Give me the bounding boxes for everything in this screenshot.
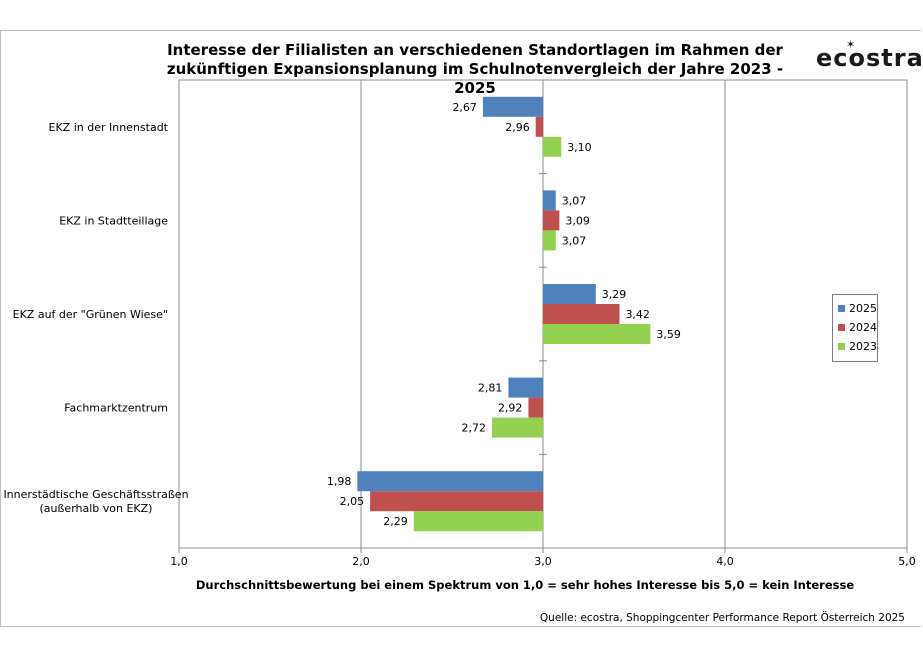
bar-2023 bbox=[543, 230, 556, 251]
bar-2024 bbox=[528, 397, 543, 418]
bar-2023 bbox=[492, 417, 543, 438]
data-label: 2,81 bbox=[478, 382, 503, 395]
bar-2023 bbox=[413, 511, 543, 532]
legend-item-2025: 2025 bbox=[833, 299, 877, 318]
bar-2025 bbox=[482, 96, 543, 117]
legend-label: 2024 bbox=[849, 321, 877, 334]
chart-frame bbox=[0, 30, 921, 627]
data-label: 2,96 bbox=[505, 121, 530, 134]
data-label: 2,67 bbox=[452, 101, 477, 114]
bar-2024 bbox=[543, 304, 620, 324]
bar-2024 bbox=[535, 116, 543, 137]
data-label: 2,92 bbox=[498, 402, 523, 415]
logo-star-icon: ✶ bbox=[846, 39, 856, 51]
data-label: 3,42 bbox=[625, 308, 650, 321]
data-label: 2,29 bbox=[383, 515, 408, 528]
bar-2024 bbox=[370, 491, 543, 512]
bar-2025 bbox=[543, 190, 556, 211]
bar-2025 bbox=[357, 471, 543, 492]
x-tick-label: 2,0 bbox=[352, 555, 370, 568]
chart-title-line-2: zukünftigen Expansionsplanung im Schulno… bbox=[166, 60, 784, 97]
data-label: 3,07 bbox=[562, 234, 587, 247]
x-tick-label: 3,0 bbox=[534, 555, 552, 568]
legend-item-2024: 2024 bbox=[833, 318, 877, 337]
data-label: 1,98 bbox=[327, 475, 352, 488]
data-label: 3,09 bbox=[565, 214, 590, 227]
chart-title-line-1: Interesse der Filialisten an verschieden… bbox=[167, 41, 783, 59]
legend-label: 2023 bbox=[849, 340, 877, 353]
bar-2024 bbox=[543, 210, 560, 231]
bar-2025 bbox=[543, 284, 596, 304]
bar-2025 bbox=[508, 377, 543, 398]
category-label: EKZ auf der "Grünen Wiese" bbox=[13, 308, 168, 321]
data-label: 2,05 bbox=[340, 495, 365, 508]
x-tick-label: 1,0 bbox=[170, 555, 188, 568]
legend-item-2023: 2023 bbox=[833, 337, 877, 356]
x-axis-label: Durchschnittsbewertung bei einem Spektru… bbox=[195, 578, 855, 592]
legend-label: 2025 bbox=[849, 302, 877, 315]
x-tick-label: 4,0 bbox=[716, 555, 734, 568]
data-label: 3,10 bbox=[567, 141, 592, 154]
data-label: 3,29 bbox=[602, 288, 627, 301]
category-label: Fachmarktzentrum bbox=[64, 402, 168, 415]
bar-2023 bbox=[543, 136, 562, 157]
legend-swatch bbox=[838, 324, 845, 331]
category-label: EKZ in der Innenstadt bbox=[49, 121, 169, 134]
bar-2023 bbox=[543, 324, 651, 344]
data-label: 3,07 bbox=[562, 194, 587, 207]
legend: 2025 2024 2023 bbox=[832, 294, 878, 362]
data-label: 2,72 bbox=[462, 422, 487, 435]
source-note: Quelle: ecostra, Shoppingcenter Performa… bbox=[539, 612, 905, 624]
category-label: Innerstädtische Geschäftsstraßen (außerha… bbox=[3, 488, 188, 515]
legend-swatch bbox=[838, 343, 845, 350]
ecostra-logo: ecostra bbox=[816, 44, 923, 72]
x-tick-label: 5,0 bbox=[898, 555, 916, 568]
data-label: 3,59 bbox=[656, 328, 681, 341]
chart-title: Interesse der Filialisten an verschieden… bbox=[150, 41, 800, 98]
category-label: EKZ in Stadtteillage bbox=[59, 214, 168, 227]
legend-swatch bbox=[838, 305, 845, 312]
